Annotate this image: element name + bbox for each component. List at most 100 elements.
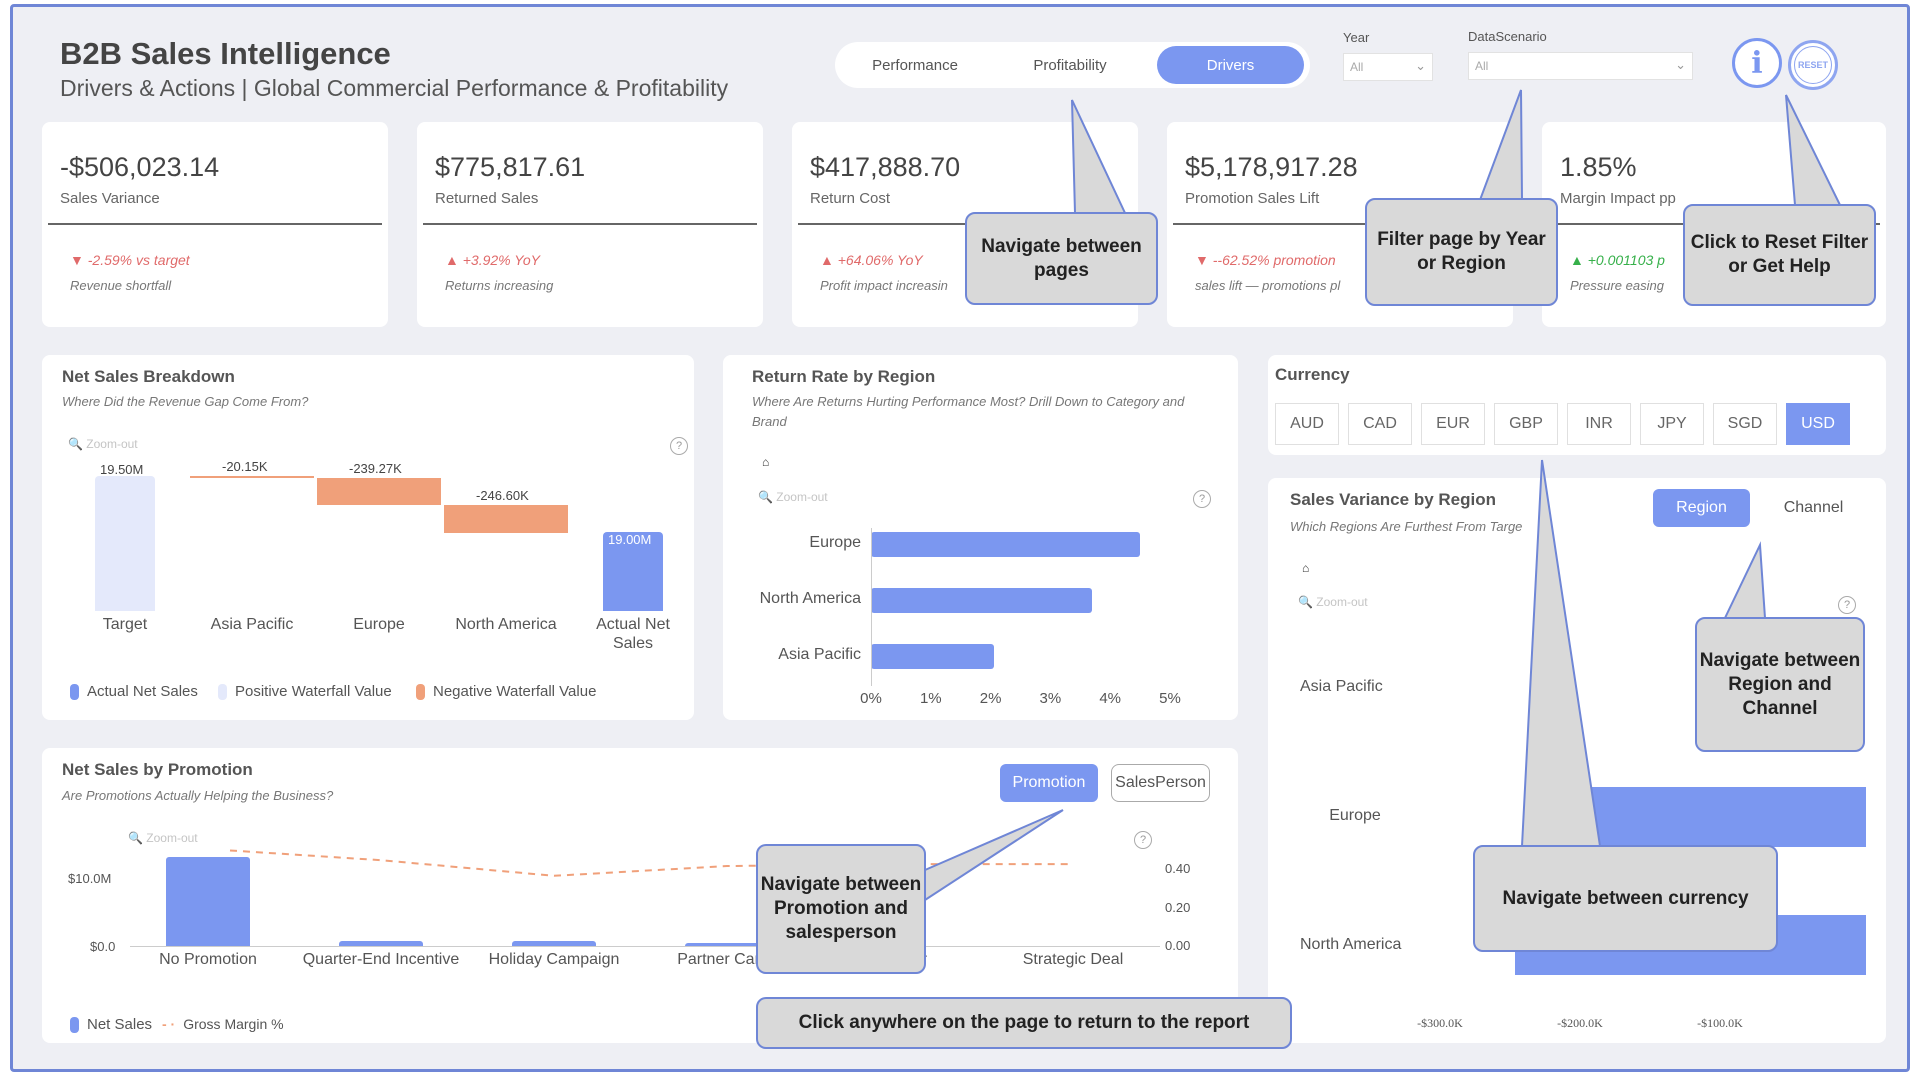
tab-profitability[interactable]: Profitability [1033,56,1107,74]
currency-cad[interactable]: CAD [1348,403,1412,445]
scenario-filter-label: DataScenario [1468,29,1547,44]
kpi-label: Margin Impact pp [1560,190,1676,207]
currency-gbp[interactable]: GBP [1494,403,1558,445]
promotion-category-label: Strategic Deal [1022,951,1124,968]
page-navigator: Performance Profitability Drivers [835,42,1310,88]
return-rate-tick-label: 3% [1039,690,1062,707]
page-subtitle: Drivers & Actions | Global Commercial Pe… [60,75,729,101]
toggle-promotion[interactable]: Promotion [1000,764,1098,802]
kpi-label: Promotion Sales Lift [1185,190,1320,207]
return-rate-tick-label: 2% [979,690,1002,707]
callout-reset-help[interactable]: Click to Reset Filter or Get Help [1683,204,1876,306]
home-icon[interactable]: ⌂ [1302,561,1310,575]
legend-swatch [416,683,425,700]
help-icon[interactable]: ? [1134,831,1152,849]
zoom-out-button[interactable]: 🔍 Zoom-out [1298,595,1368,609]
waterfall-bar-negative [190,476,314,479]
kpi-label: Sales Variance [60,190,160,207]
help-icon[interactable]: ? [1193,490,1211,508]
currency-jpy[interactable]: JPY [1640,403,1704,445]
waterfall-category-label: Target [102,616,148,633]
return-rate-tick-label: 4% [1099,690,1122,707]
help-icon[interactable]: ? [670,437,688,455]
arrow-up-icon: ▲ [820,252,838,268]
zoom-icon: 🔍 [758,490,777,504]
arrow-down-icon: ▼ [1195,252,1213,268]
currency-aud[interactable]: AUD [1275,403,1339,445]
currency-inr[interactable]: INR [1567,403,1631,445]
waterfall-bar-actual [603,532,663,611]
zoom-icon: 🔍 [1298,595,1317,609]
sales-variance-tick-label: -$300.0K [1417,1016,1463,1030]
callout-region-channel[interactable]: Navigate between Region and Channel [1695,617,1865,752]
legend-dash: - · [162,1016,176,1032]
callout-filter[interactable]: Filter page by Year or Region [1365,198,1558,306]
promotion-bar [685,942,769,946]
zoom-out-button[interactable]: 🔍 Zoom-out [758,490,828,504]
kpi-value: $417,888.70 [810,152,961,182]
currency-eur[interactable]: EUR [1421,403,1485,445]
legend-net-sales: Net Sales [70,1016,152,1033]
kpi-card-sales-variance: -$506,023.14 Sales Variance ▼ -2.59% vs … [42,122,388,327]
reset-button[interactable]: RESET [1788,40,1838,90]
waterfall-bar-negative [317,478,441,506]
home-icon[interactable]: ⌂ [762,455,770,469]
promotion-category-label: Quarter-End Incentive [302,951,460,968]
waterfall-bar-negative [444,505,568,533]
chevron-down-icon: ⌄ [1675,57,1686,72]
waterfall-category-label: Asia Pacific [210,616,294,633]
legend-negative-waterfall: Negative Waterfall Value [416,683,596,700]
kpi-delta: ▲ +3.92% YoY [445,252,540,268]
waterfall-category-label: Actual Net Sales [596,616,670,652]
promotion-ytick-right-label: 0.00 [1165,938,1191,953]
legend-swatch [70,1016,79,1033]
return-rate-category-label: North America [759,590,861,607]
waterfall-value-label: 19.00M [608,532,652,548]
sales-variance-tick-label: -$100.0K [1697,1016,1743,1030]
return-rate-bar [871,644,994,669]
waterfall-bar-target [95,476,155,611]
kpi-card-returned-sales: $775,817.61 Returned Sales ▲ +3.92% YoY … [417,122,763,327]
promotion-category-label: No Promotion [159,951,257,968]
net-sales-breakdown-title: Net Sales Breakdown [62,367,235,386]
currency-sgd[interactable]: SGD [1713,403,1777,445]
return-rate-tick-label: 5% [1159,690,1181,707]
toggle-region[interactable]: Region [1653,489,1750,527]
callout-navigate-pages[interactable]: Navigate between pages [965,212,1158,305]
return-rate-tick-label: 1% [919,690,942,707]
kpi-label: Return Cost [810,190,891,207]
zoom-out-button[interactable]: 🔍 Zoom-out [68,437,138,451]
promotion-axis-line [130,946,1160,947]
callout-return-to-report[interactable]: Click anywhere on the page to return to … [756,997,1292,1049]
kpi-delta: ▲ +64.06% YoY [820,252,923,268]
promotion-ytick-label: $0.0 [90,939,116,954]
sales-variance-tick-label: -$200.0K [1557,1016,1603,1030]
year-filter-value: All [1350,60,1364,74]
toggle-salesperson[interactable]: SalesPerson [1111,764,1210,802]
return-rate-category-label: Europe [809,534,861,551]
kpi-note: sales lift — promotions pl [1195,278,1341,293]
kpi-note: Revenue shortfall [70,278,172,293]
zoom-icon: 🔍 [128,831,147,845]
arrow-up-icon: ▲ [1570,252,1588,268]
sales-variance-subtitle: Which Regions Are Furthest From Targe [1290,519,1523,534]
currency-usd[interactable]: USD [1786,403,1850,445]
arrow-up-icon: ▲ [445,252,463,268]
callout-promotion[interactable]: Navigate between Promotion and salespers… [756,844,926,974]
page-title: B2B Sales Intelligence [60,36,391,71]
tab-performance[interactable]: Performance [872,56,958,74]
year-filter-dropdown[interactable]: All ⌄ [1343,53,1433,81]
toggle-channel[interactable]: Channel [1783,499,1844,516]
info-icon[interactable]: i [1732,38,1782,88]
scenario-filter-dropdown[interactable]: All ⌄ [1468,52,1693,80]
promotion-ytick-right-label: 0.20 [1165,900,1191,915]
kpi-label: Returned Sales [435,190,539,207]
year-filter-label: Year [1343,30,1370,45]
tab-drivers[interactable]: Drivers [1157,46,1304,84]
promotion-category-label: Holiday Campaign [488,951,620,968]
callout-currency[interactable]: Navigate between currency [1473,845,1778,952]
waterfall-category-label: Europe [353,616,405,633]
zoom-out-button[interactable]: 🔍 Zoom-out [128,831,198,845]
legend-positive-waterfall: Positive Waterfall Value [218,683,392,700]
help-icon[interactable]: ? [1838,596,1856,614]
